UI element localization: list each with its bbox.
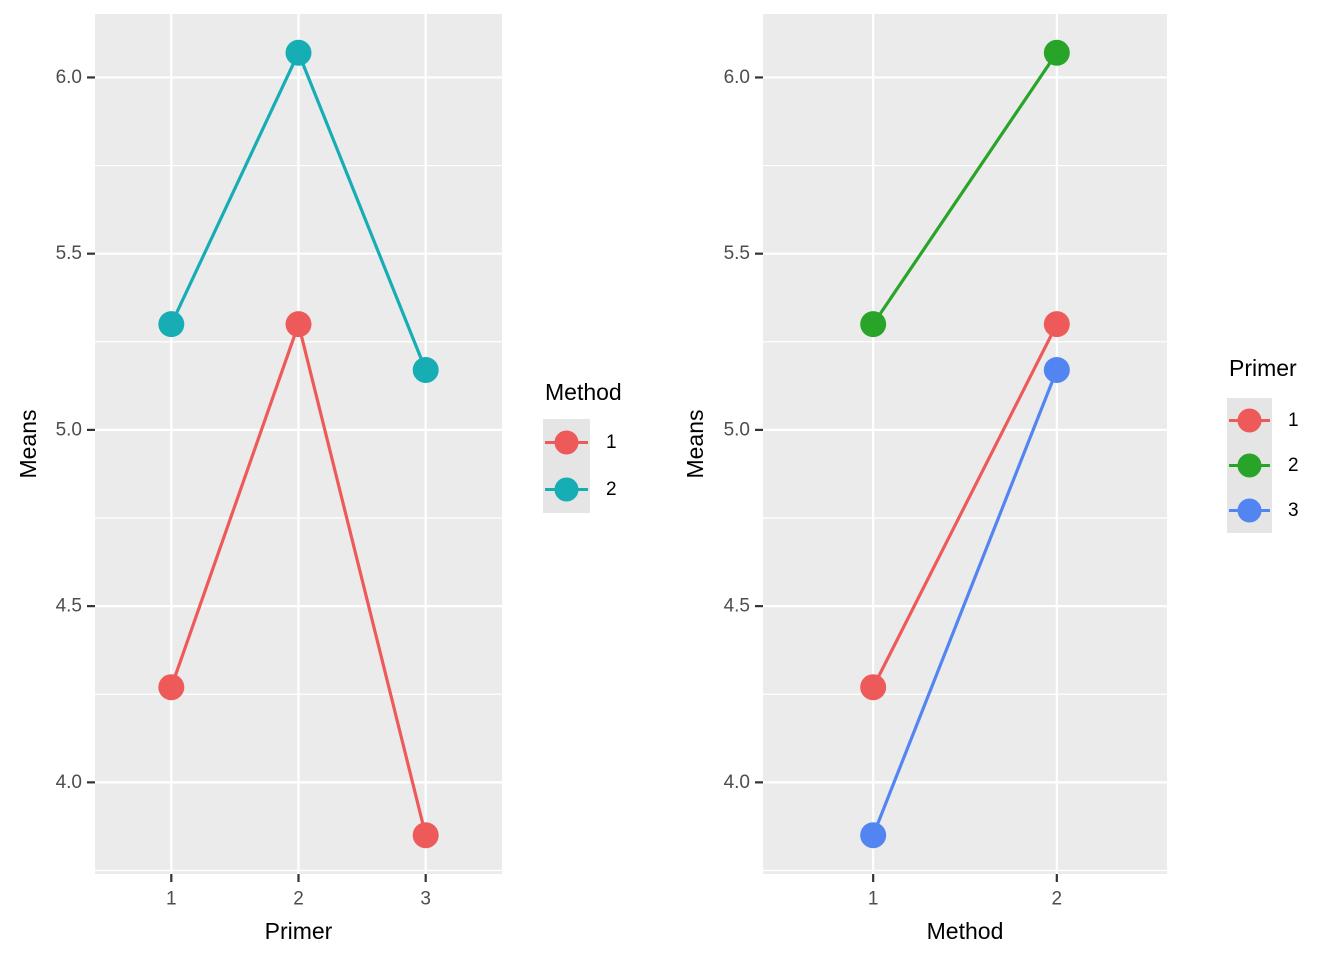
legend-title: Method [545,379,622,405]
series-line [871,368,1059,837]
left-plot-figure: 4.0 4.5 5.0 5.5 6.0 1 2 3 Primer Means Method 1 2 [0,0,660,960]
data-point [285,311,312,338]
data-point [860,311,887,338]
legend-label: 3 [1288,500,1299,521]
legend-key-point [1237,453,1262,478]
y-tick-label: 4.5 [724,596,750,617]
legend-title: Primer [1229,355,1297,381]
x-tick-label: 3 [420,889,431,910]
series-line [871,51,1059,326]
legend-key-point [1237,408,1262,433]
y-tick-label: 5.0 [56,419,82,440]
legend-label: 2 [1288,455,1299,476]
data-point [1043,356,1070,383]
legend-label: 2 [606,479,617,500]
y-axis-title: Means [682,409,708,478]
x-tick-label: 1 [166,889,177,910]
data-point [860,822,887,849]
y-tick-label: 4.5 [56,596,82,617]
legend-key-point [554,430,579,455]
data-point [860,674,887,701]
x-axis-title: Method [927,918,1004,944]
legend-label: 1 [1288,410,1299,431]
data-point [158,311,185,338]
y-tick-label: 6.0 [56,67,82,88]
y-axis-title: Means [15,409,41,478]
data-point [412,356,439,383]
data-point [158,674,185,701]
chart-svg: 4.0 4.5 5.0 5.5 6.0 1 2 3 Primer Means Method 1 2 [15,14,622,944]
x-tick-label: 1 [868,889,879,910]
right-plot-figure: 4.0 4.5 5.0 5.5 6.0 1 2 Method Means Primer 1 2 3 [660,0,1344,960]
chart-svg: 4.0 4.5 5.0 5.5 6.0 1 2 Method Means Primer 1 2 3 [682,14,1299,944]
y-tick-label: 6.0 [724,67,750,88]
panel-background [763,14,1167,874]
legend-key-point [1237,498,1262,523]
data-point [1043,39,1070,66]
data-point [412,822,439,849]
y-tick-label: 5.5 [56,243,82,264]
legend-key-point [554,477,579,502]
y-tick-label: 4.0 [56,772,82,793]
series-line [871,322,1059,689]
x-tick-label: 2 [1052,889,1063,910]
x-axis-title: Primer [265,918,333,944]
legend-label: 1 [606,432,617,453]
x-tick-label: 2 [293,889,304,910]
y-tick-label: 4.0 [724,772,750,793]
data-point [285,39,312,66]
y-tick-label: 5.0 [724,419,750,440]
y-tick-label: 5.5 [724,243,750,264]
data-point [1043,311,1070,338]
